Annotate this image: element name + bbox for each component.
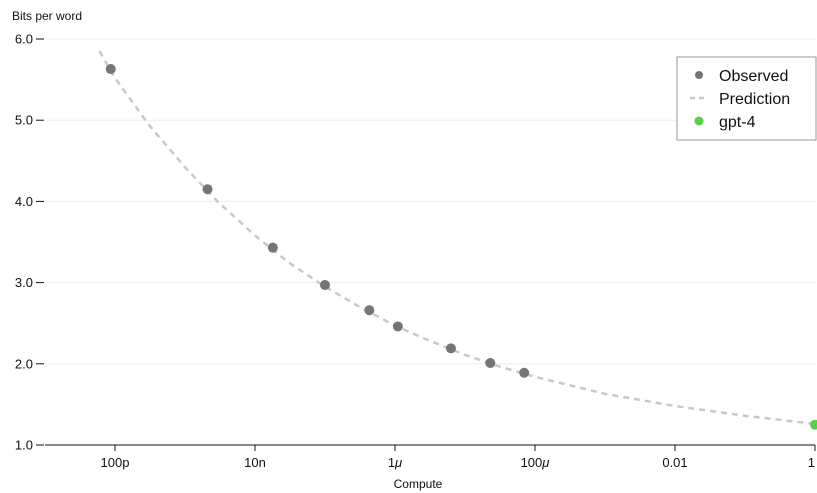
x-tick-label-4: 0.01	[662, 455, 687, 470]
legend-prediction-label: Prediction	[719, 91, 790, 108]
legend: Observed Prediction gpt-4	[676, 56, 817, 141]
y-tick-label-1: 2.0	[15, 356, 33, 371]
x-ticks: 100p 10n 1μ 100μ 0.01 1	[101, 445, 816, 470]
gpt-4-point-0	[810, 419, 817, 430]
legend-gpt4-label: gpt-4	[719, 114, 756, 131]
observed-point-7	[485, 357, 496, 368]
y-ticks: 1.0 2.0 3.0 4.0 5.0 6.0	[15, 32, 44, 453]
y-tick-label-2: 3.0	[15, 275, 33, 290]
x-tick-label-5: 1	[808, 455, 815, 470]
y-tick-label-3: 4.0	[15, 194, 33, 209]
y-axis-label: Bits per word	[12, 9, 82, 23]
series	[98, 50, 817, 430]
axes	[45, 444, 815, 446]
observed-point-4	[364, 305, 375, 316]
legend-gpt4-marker	[694, 116, 704, 126]
prediction-line	[98, 50, 816, 426]
legend-observed-label: Observed	[719, 68, 788, 85]
y-tick-label-0: 1.0	[15, 438, 33, 453]
x-tick-label-0: 100p	[101, 455, 130, 470]
x-tick-label-2: 1μ	[388, 455, 402, 470]
y-tick-label-5: 6.0	[15, 32, 33, 47]
x-axis-label: Compute	[394, 477, 443, 491]
observed-point-0	[105, 64, 116, 75]
observed-point-6	[445, 343, 456, 354]
observed-point-5	[392, 321, 403, 332]
observed-point-8	[519, 367, 530, 378]
y-tick-label-4: 5.0	[15, 113, 33, 128]
observed-point-1	[202, 184, 213, 195]
x-tick-label-3: 100μ	[521, 455, 550, 470]
legend-observed-marker	[695, 71, 703, 79]
observed-point-3	[320, 280, 330, 291]
x-tick-label-1: 10n	[244, 455, 266, 470]
observed-point-2	[267, 242, 278, 253]
